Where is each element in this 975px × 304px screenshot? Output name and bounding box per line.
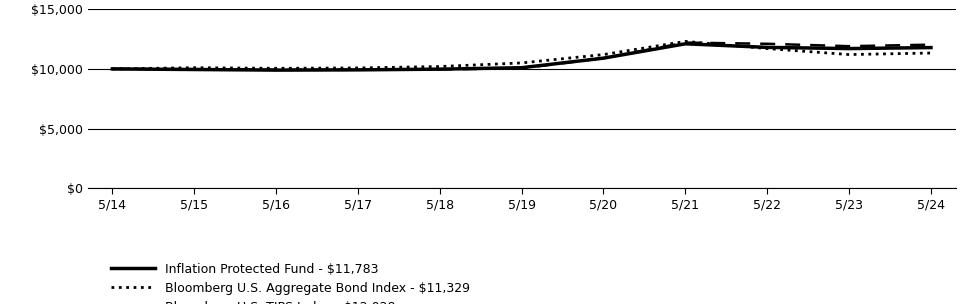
Bloomberg U.S. Aggregate Bond Index - $11,329 xyxy=(925,51,937,55)
Bloomberg U.S. Aggregate Bond Index - $11,329 xyxy=(598,53,609,56)
Inflation Protected Fund - $11,783 xyxy=(188,68,200,71)
Bloomberg U.S. Aggregate Bond Index - $11,329 xyxy=(680,40,691,43)
Bloomberg U.S. TIPS Index - $12,028 xyxy=(598,56,609,60)
Bloomberg U.S. TIPS Index - $12,028 xyxy=(516,67,527,70)
Bloomberg U.S. TIPS Index - $12,028 xyxy=(188,67,200,71)
Inflation Protected Fund - $11,783 xyxy=(761,46,773,49)
Inflation Protected Fund - $11,783 xyxy=(843,47,855,50)
Bloomberg U.S. Aggregate Bond Index - $11,329 xyxy=(106,67,118,71)
Inflation Protected Fund - $11,783 xyxy=(106,67,118,71)
Bloomberg U.S. TIPS Index - $12,028 xyxy=(352,68,364,71)
Bloomberg U.S. TIPS Index - $12,028 xyxy=(106,67,118,71)
Inflation Protected Fund - $11,783 xyxy=(925,46,937,50)
Bloomberg U.S. TIPS Index - $12,028 xyxy=(680,41,691,44)
Bloomberg U.S. Aggregate Bond Index - $11,329 xyxy=(434,65,446,68)
Inflation Protected Fund - $11,783 xyxy=(680,42,691,46)
Inflation Protected Fund - $11,783 xyxy=(270,68,282,72)
Inflation Protected Fund - $11,783 xyxy=(352,68,364,72)
Line: Bloomberg U.S. Aggregate Bond Index - $11,329: Bloomberg U.S. Aggregate Bond Index - $1… xyxy=(112,41,931,69)
Bloomberg U.S. Aggregate Bond Index - $11,329 xyxy=(352,66,364,70)
Line: Bloomberg U.S. TIPS Index - $12,028: Bloomberg U.S. TIPS Index - $12,028 xyxy=(112,43,931,70)
Bloomberg U.S. Aggregate Bond Index - $11,329 xyxy=(270,67,282,70)
Legend: Inflation Protected Fund - $11,783, Bloomberg U.S. Aggregate Bond Index - $11,32: Inflation Protected Fund - $11,783, Bloo… xyxy=(111,263,470,304)
Inflation Protected Fund - $11,783 xyxy=(516,66,527,70)
Bloomberg U.S. TIPS Index - $12,028 xyxy=(270,68,282,72)
Bloomberg U.S. TIPS Index - $12,028 xyxy=(925,43,937,47)
Bloomberg U.S. Aggregate Bond Index - $11,329 xyxy=(188,66,200,70)
Bloomberg U.S. TIPS Index - $12,028 xyxy=(434,67,446,71)
Bloomberg U.S. Aggregate Bond Index - $11,329 xyxy=(761,47,773,50)
Inflation Protected Fund - $11,783 xyxy=(434,67,446,71)
Bloomberg U.S. TIPS Index - $12,028 xyxy=(843,44,855,48)
Inflation Protected Fund - $11,783 xyxy=(598,56,609,60)
Bloomberg U.S. TIPS Index - $12,028 xyxy=(761,42,773,46)
Bloomberg U.S. Aggregate Bond Index - $11,329 xyxy=(843,53,855,56)
Line: Inflation Protected Fund - $11,783: Inflation Protected Fund - $11,783 xyxy=(112,44,931,70)
Bloomberg U.S. Aggregate Bond Index - $11,329 xyxy=(516,61,527,65)
